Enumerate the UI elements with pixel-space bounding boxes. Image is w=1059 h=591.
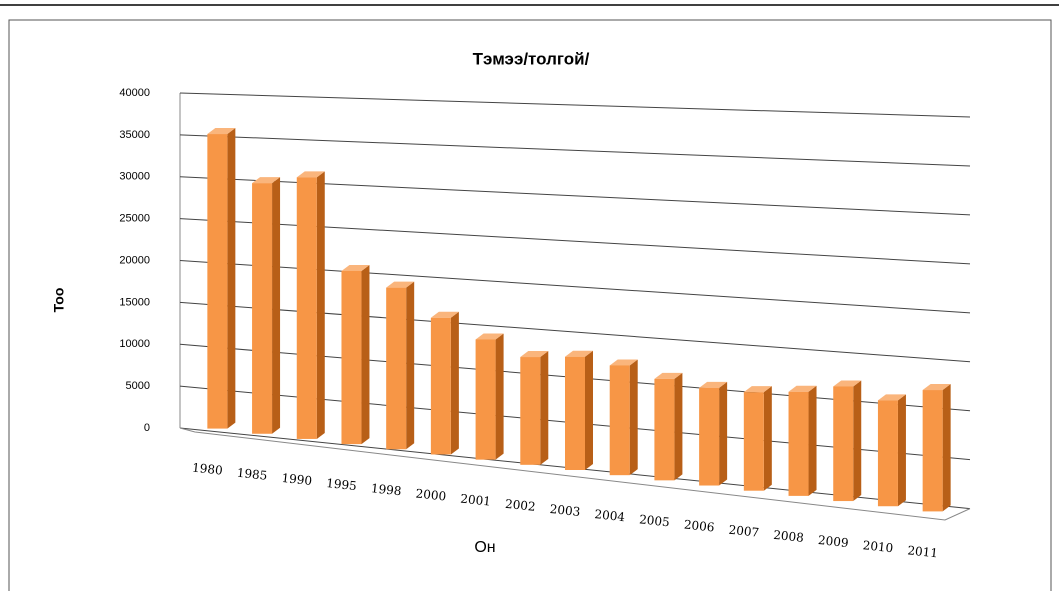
bar bbox=[922, 390, 943, 512]
x-axis-label: Он bbox=[474, 539, 495, 556]
floor bbox=[179, 427, 971, 521]
bar-side bbox=[272, 177, 281, 434]
bar bbox=[475, 339, 496, 460]
y-tick-label: 0 bbox=[144, 422, 150, 434]
y-tick-label: 20000 bbox=[119, 254, 150, 266]
bar bbox=[788, 391, 809, 496]
bar-top bbox=[609, 359, 638, 366]
x-tick-label: 2000 bbox=[415, 486, 447, 503]
bar-top bbox=[341, 264, 370, 271]
bar-top bbox=[699, 381, 728, 388]
bar-side bbox=[897, 394, 906, 507]
x-tick-label: 2005 bbox=[639, 512, 671, 529]
bar-side bbox=[585, 350, 593, 470]
y-tick-label: 25000 bbox=[119, 213, 150, 225]
bar-side bbox=[316, 171, 325, 439]
x-tick-label: 2008 bbox=[773, 528, 805, 545]
bar-side bbox=[450, 311, 459, 455]
bar bbox=[386, 287, 407, 450]
x-tick-label: 2003 bbox=[549, 502, 581, 519]
bar-side bbox=[361, 264, 370, 445]
bar bbox=[207, 134, 228, 429]
bar bbox=[430, 317, 451, 455]
bar bbox=[654, 378, 675, 481]
x-tick-label: 1980 bbox=[191, 461, 223, 478]
bar-top bbox=[922, 384, 951, 391]
x-tick-label: 2006 bbox=[683, 517, 715, 534]
grid-line bbox=[179, 92, 971, 118]
x-tick-label: 2004 bbox=[594, 507, 626, 524]
bar-top bbox=[877, 394, 906, 401]
y-tick-label: 35000 bbox=[119, 129, 150, 141]
x-tick-label: 2002 bbox=[504, 497, 536, 514]
bar bbox=[609, 365, 630, 476]
bar-side bbox=[674, 372, 683, 481]
bar-top bbox=[833, 380, 862, 387]
bar-side bbox=[719, 381, 728, 486]
bar-top bbox=[743, 386, 772, 393]
x-tick-label: 2001 bbox=[460, 492, 492, 509]
bar-side bbox=[406, 281, 415, 450]
bar-side bbox=[853, 380, 862, 502]
bar bbox=[252, 183, 273, 434]
bar bbox=[520, 357, 541, 465]
bar-top bbox=[475, 333, 504, 340]
bar-side bbox=[495, 333, 504, 460]
bar bbox=[341, 270, 362, 445]
bar-top bbox=[788, 385, 817, 392]
bar-side bbox=[808, 385, 817, 496]
bar bbox=[833, 386, 854, 502]
bar-top bbox=[430, 311, 459, 318]
bar bbox=[877, 400, 898, 507]
bar-top bbox=[252, 177, 281, 184]
y-axis-label: Тоо bbox=[51, 288, 67, 313]
x-tick-label: 2009 bbox=[817, 533, 849, 550]
bar-top bbox=[520, 351, 549, 358]
bar-side bbox=[763, 386, 772, 491]
y-tick-label: 40000 bbox=[119, 87, 150, 99]
x-tick-label: 1995 bbox=[326, 476, 358, 493]
bar-top bbox=[386, 281, 415, 288]
bar-top bbox=[565, 350, 593, 357]
bar-side bbox=[629, 359, 638, 476]
bar-top bbox=[296, 171, 325, 178]
bar bbox=[296, 177, 317, 439]
chart-title: Тэмээ/толгой/ bbox=[473, 49, 590, 68]
bar bbox=[565, 356, 585, 470]
y-tick-label: 15000 bbox=[119, 296, 150, 308]
bar bbox=[699, 387, 720, 486]
x-tick-label: 1990 bbox=[281, 471, 313, 488]
y-tick-label: 5000 bbox=[126, 380, 150, 392]
x-tick-label: 2011 bbox=[907, 543, 939, 560]
bar bbox=[743, 392, 764, 491]
y-tick-label: 30000 bbox=[119, 171, 150, 183]
y-tick-label: 10000 bbox=[119, 338, 150, 350]
x-tick-label: 2007 bbox=[728, 523, 760, 540]
bar-side bbox=[942, 384, 951, 512]
bar-side bbox=[540, 351, 549, 465]
x-tick-label: 2010 bbox=[862, 538, 894, 555]
x-tick-label: 1998 bbox=[370, 481, 402, 498]
x-tick-label: 1985 bbox=[236, 466, 268, 483]
chart-frame bbox=[8, 19, 1052, 591]
grid-line bbox=[179, 134, 971, 167]
bar-top bbox=[654, 372, 683, 379]
bar-top bbox=[207, 128, 236, 135]
bar-side bbox=[227, 128, 236, 429]
